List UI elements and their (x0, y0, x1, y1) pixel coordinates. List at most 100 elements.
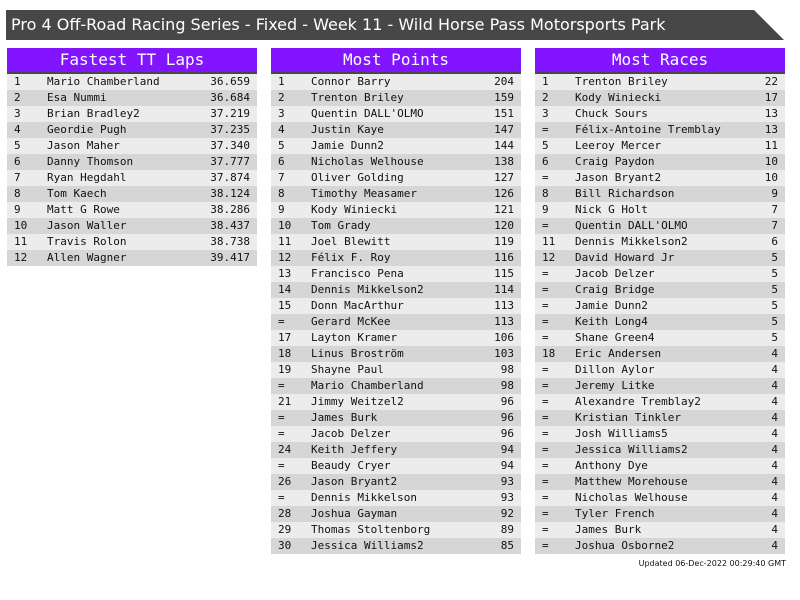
driver-name: Keith Jeffery (311, 443, 398, 456)
value: 38.437 (210, 219, 250, 232)
table-row: = Shane Green4 5 (535, 330, 785, 346)
rank: 24 (278, 443, 292, 456)
rank: 3 (14, 107, 21, 120)
value: 93 (500, 475, 514, 488)
table-row: 4 Geordie Pugh 37.235 (7, 122, 257, 138)
rank: 5 (14, 139, 21, 152)
value: 4 (771, 427, 778, 440)
value: 138 (494, 155, 514, 168)
rank: 2 (278, 91, 285, 104)
driver-name: Kody Winiecki (575, 91, 662, 104)
value: 85 (500, 539, 514, 552)
value: 96 (500, 395, 514, 408)
value: 37.777 (210, 155, 250, 168)
table-row: = Matthew Morehouse 4 (535, 474, 785, 490)
driver-name: Jamie Dunn2 (575, 299, 648, 312)
rank: = (542, 171, 549, 184)
table-row: = Félix-Antoine Tremblay 13 (535, 122, 785, 138)
table-row: 10 Tom Grady 120 (271, 218, 521, 234)
most-races-panel: Most Races 1 Trenton Briley 22 2 Kody Winieck… (535, 48, 785, 554)
value: 38.124 (210, 187, 250, 200)
table-row: = Mario Chamberland 98 (271, 378, 521, 394)
value: 93 (500, 491, 514, 504)
driver-name: Jason Maher (47, 139, 120, 152)
value: 22 (764, 75, 778, 88)
rank: 21 (278, 395, 292, 408)
table-row: = Quentin DALL'OLMO 7 (535, 218, 785, 234)
driver-name: Jessica Williams2 (575, 443, 688, 456)
table-row: 12 Félix F. Roy 116 (271, 250, 521, 266)
value: 13 (764, 123, 778, 136)
driver-name: Trenton Briley (575, 75, 668, 88)
driver-name: Gerard McKee (311, 315, 391, 328)
table-row: 18 Eric Andersen 4 (535, 346, 785, 362)
rank: 6 (542, 155, 549, 168)
rank: 17 (278, 331, 292, 344)
rank: 8 (542, 187, 549, 200)
table-row: = Beaudy Cryer 94 (271, 458, 521, 474)
value: 114 (494, 283, 514, 296)
table-row: 11 Travis Rolon 38.738 (7, 234, 257, 250)
table-row: 1 Trenton Briley 22 (535, 74, 785, 90)
driver-name: Eric Andersen (575, 347, 662, 360)
rank: 18 (278, 347, 292, 360)
table-row: 9 Nick G Holt 7 (535, 202, 785, 218)
driver-name: Nicholas Welhouse (311, 155, 424, 168)
table-row: 11 Joel Blewitt 119 (271, 234, 521, 250)
value: 144 (494, 139, 514, 152)
table-row: 12 David Howard Jr 5 (535, 250, 785, 266)
value: 39.417 (210, 251, 250, 264)
value: 106 (494, 331, 514, 344)
driver-name: David Howard Jr (575, 251, 675, 264)
driver-name: Jeremy Litke (575, 379, 655, 392)
table-row: = Kristian Tinkler 4 (535, 410, 785, 426)
table-row: = Tyler French 4 (535, 506, 785, 522)
value: 126 (494, 187, 514, 200)
rank: 1 (14, 75, 21, 88)
rank: 11 (542, 235, 556, 248)
driver-name: Dennis Mikkelson2 (575, 235, 688, 248)
value: 11 (764, 139, 778, 152)
value: 7 (771, 203, 778, 216)
table-row: 15 Donn MacArthur 113 (271, 298, 521, 314)
table-row: = Jason Bryant2 10 (535, 170, 785, 186)
driver-name: Félix F. Roy (311, 251, 391, 264)
rank: = (542, 315, 549, 328)
table-row: 7 Ryan Hegdahl 37.874 (7, 170, 257, 186)
driver-name: Leeroy Mercer (575, 139, 662, 152)
value: 5 (771, 299, 778, 312)
driver-name: Dillon Aylor (575, 363, 655, 376)
driver-name: Geordie Pugh (47, 123, 127, 136)
driver-name: Donn MacArthur (311, 299, 404, 312)
value: 103 (494, 347, 514, 360)
rank: 3 (542, 107, 549, 120)
value: 7 (771, 219, 778, 232)
table-row: = Dennis Mikkelson 93 (271, 490, 521, 506)
driver-name: Matt G Rowe (47, 203, 120, 216)
value: 4 (771, 395, 778, 408)
value: 113 (494, 315, 514, 328)
value: 38.286 (210, 203, 250, 216)
rank: 8 (278, 187, 285, 200)
rank: = (278, 459, 285, 472)
value: 113 (494, 299, 514, 312)
driver-name: Josh Williams5 (575, 427, 668, 440)
value: 4 (771, 539, 778, 552)
driver-name: Tyler French (575, 507, 655, 520)
table-row: 10 Jason Waller 38.437 (7, 218, 257, 234)
driver-name: Joshua Gayman (311, 507, 398, 520)
rank: = (542, 475, 549, 488)
driver-name: Craig Bridge (575, 283, 655, 296)
rank: = (542, 491, 549, 504)
driver-name: Allen Wagner (47, 251, 127, 264)
rank: = (542, 411, 549, 424)
driver-name: Brian Bradley2 (47, 107, 140, 120)
table-row: 24 Keith Jeffery 94 (271, 442, 521, 458)
table-row: = Gerard McKee 113 (271, 314, 521, 330)
rank: 9 (542, 203, 549, 216)
rank: 2 (14, 91, 21, 104)
driver-name: Jamie Dunn2 (311, 139, 384, 152)
table-row: = Joshua Osborne2 4 (535, 538, 785, 554)
value: 4 (771, 523, 778, 536)
value: 4 (771, 475, 778, 488)
